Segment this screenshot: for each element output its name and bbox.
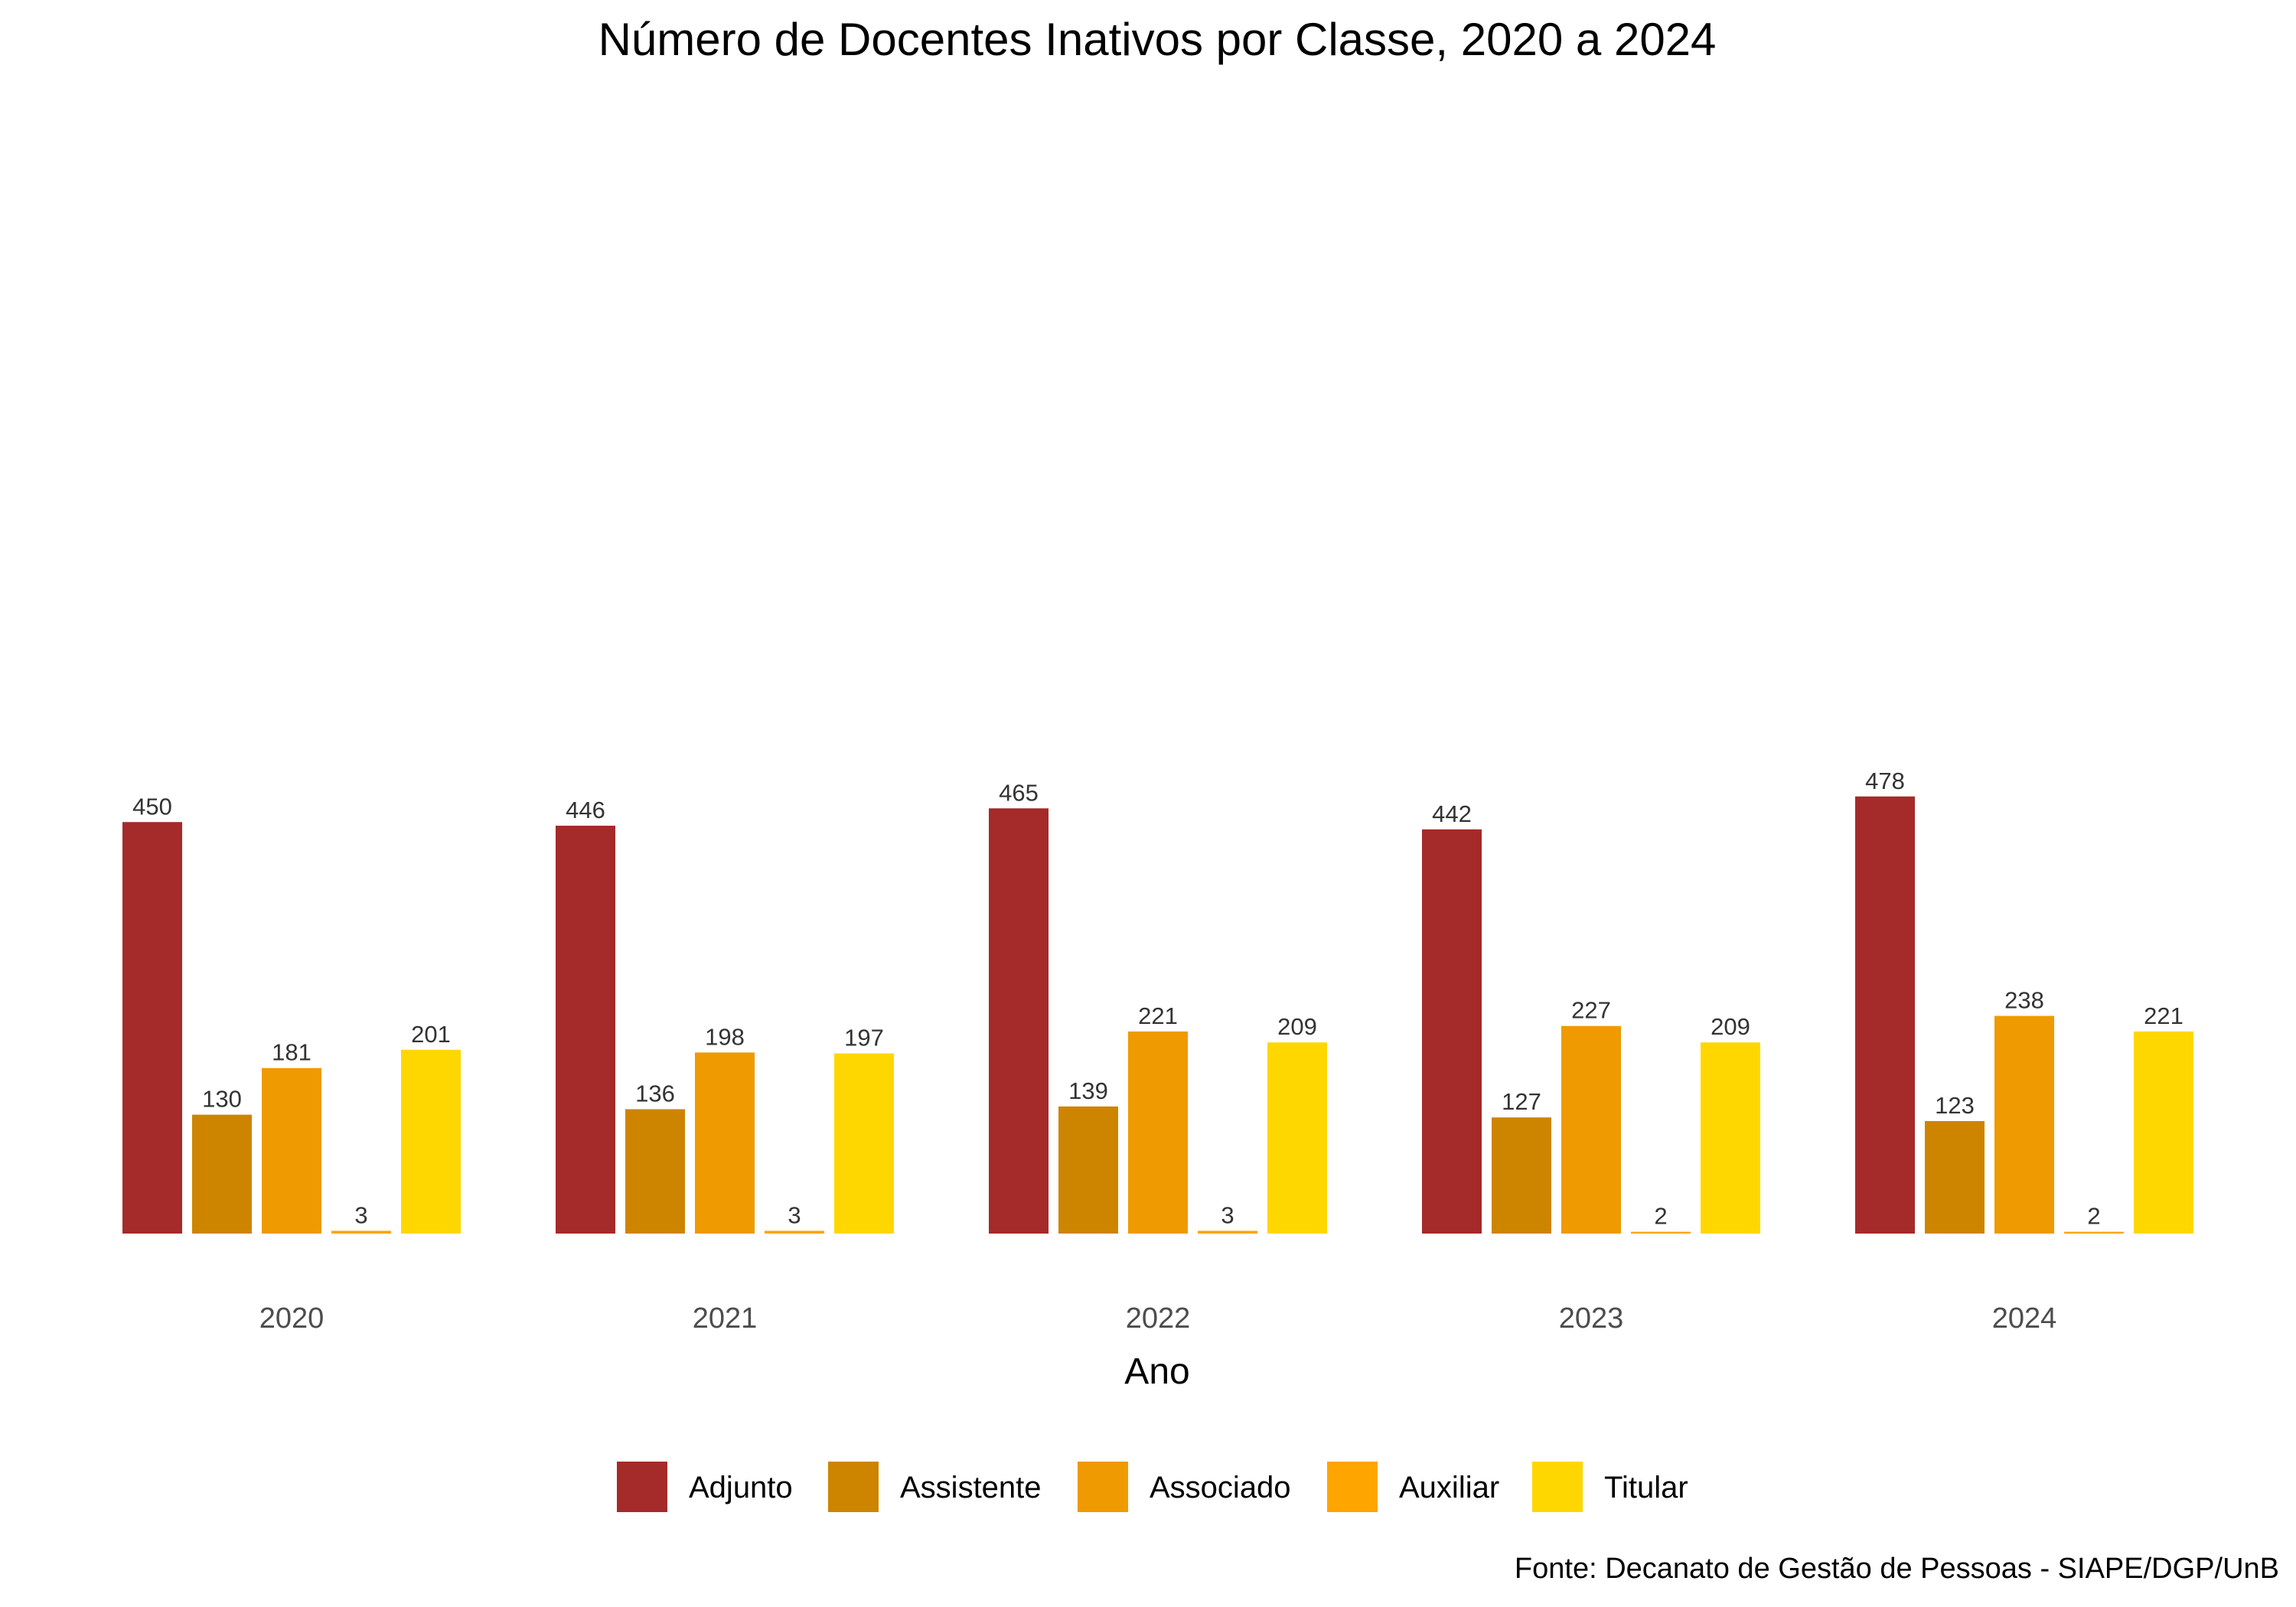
data-label-associado-2022: 221: [1138, 1002, 1178, 1029]
caption: Fonte: Decanato de Gestão de Pessoas - S…: [1515, 1553, 2279, 1585]
data-label-auxiliar-2024: 2: [2087, 1203, 2100, 1230]
x-tick-2020: 2020: [259, 1302, 325, 1335]
data-label-auxiliar-2020: 3: [354, 1201, 367, 1228]
chart-title: Número de Docentes Inativos por Classe, …: [598, 14, 1717, 65]
x-tick-2021: 2021: [693, 1302, 758, 1335]
legend-label-adjunto: Adjunto: [689, 1471, 793, 1504]
bar-auxiliar-2020: [331, 1231, 391, 1234]
bar-associado-2020: [262, 1068, 321, 1234]
bar-associado-2023: [1561, 1025, 1621, 1234]
data-label-associado-2024: 238: [2004, 987, 2044, 1014]
data-label-titular-2020: 201: [411, 1021, 451, 1048]
data-label-titular-2022: 209: [1277, 1013, 1317, 1040]
bar-auxiliar-2024: [2064, 1231, 2124, 1234]
legend-label-associado: Associado: [1150, 1471, 1291, 1504]
data-label-associado-2023: 227: [1571, 997, 1611, 1024]
x-tick-2024: 2024: [1992, 1302, 2057, 1335]
plot-area: 450 130 181 3 201 446 136 198 3 197 465 139 221 3 209 4…: [122, 768, 2193, 1234]
bar-associado-2021: [695, 1052, 755, 1234]
data-label-assistente-2024: 123: [1935, 1092, 1975, 1119]
bar-adjunto-2022: [989, 808, 1049, 1234]
x-axis-ticks: 2020 2021 2022 2023 2024: [259, 1302, 2057, 1335]
bar-adjunto-2020: [122, 822, 182, 1234]
data-label-auxiliar-2022: 3: [1221, 1201, 1234, 1228]
legend-label-titular: Titular: [1604, 1471, 1688, 1504]
bar-assistente-2021: [625, 1109, 685, 1234]
legend-label-assistente: Assistente: [900, 1471, 1042, 1504]
data-label-auxiliar-2023: 2: [1654, 1203, 1667, 1230]
data-label-adjunto-2022: 465: [999, 779, 1039, 806]
data-label-adjunto-2021: 446: [566, 797, 605, 823]
data-label-assistente-2021: 136: [635, 1080, 675, 1107]
bar-associado-2024: [1994, 1015, 2054, 1234]
legend-label-auxiliar: Auxiliar: [1399, 1471, 1499, 1504]
bar-titular-2023: [1701, 1042, 1760, 1234]
bar-titular-2024: [2134, 1031, 2193, 1234]
bar-titular-2022: [1267, 1042, 1327, 1234]
data-label-assistente-2022: 139: [1068, 1077, 1108, 1104]
data-label-titular-2024: 221: [2144, 1002, 2183, 1029]
x-tick-2022: 2022: [1126, 1302, 1191, 1335]
data-label-auxiliar-2021: 3: [788, 1201, 801, 1228]
x-tick-2023: 2023: [1559, 1302, 1624, 1335]
bar-assistente-2020: [192, 1114, 252, 1234]
legend-swatch-auxiliar: [1327, 1462, 1378, 1512]
bar-adjunto-2024: [1855, 796, 1915, 1234]
data-label-adjunto-2020: 450: [132, 793, 172, 820]
bar-titular-2021: [834, 1053, 894, 1234]
data-label-assistente-2020: 130: [202, 1086, 242, 1113]
legend-swatch-assistente: [828, 1462, 879, 1512]
data-label-titular-2023: 209: [1711, 1013, 1750, 1040]
bar-auxiliar-2022: [1198, 1231, 1257, 1234]
data-label-titular-2021: 197: [844, 1025, 884, 1051]
bar-associado-2022: [1128, 1031, 1188, 1234]
bar-adjunto-2023: [1422, 829, 1482, 1234]
bar-auxiliar-2021: [765, 1231, 824, 1234]
data-label-associado-2020: 181: [272, 1039, 311, 1066]
data-label-adjunto-2023: 442: [1432, 800, 1472, 827]
legend: Adjunto Assistente Associado Auxiliar Titula…: [617, 1462, 1688, 1512]
legend-swatch-associado: [1078, 1462, 1128, 1512]
bar-assistente-2024: [1925, 1121, 1985, 1234]
x-axis-label: Ano: [1124, 1351, 1189, 1392]
legend-swatch-titular: [1532, 1462, 1583, 1512]
data-label-assistente-2023: 127: [1502, 1088, 1541, 1115]
bar-adjunto-2021: [556, 826, 615, 1234]
data-label-adjunto-2024: 478: [1865, 768, 1905, 794]
data-label-associado-2021: 198: [705, 1023, 745, 1050]
bar-assistente-2023: [1492, 1117, 1551, 1234]
bar-assistente-2022: [1058, 1106, 1118, 1234]
legend-swatch-adjunto: [617, 1462, 667, 1512]
bar-auxiliar-2023: [1631, 1231, 1691, 1234]
bar-titular-2020: [401, 1049, 461, 1234]
